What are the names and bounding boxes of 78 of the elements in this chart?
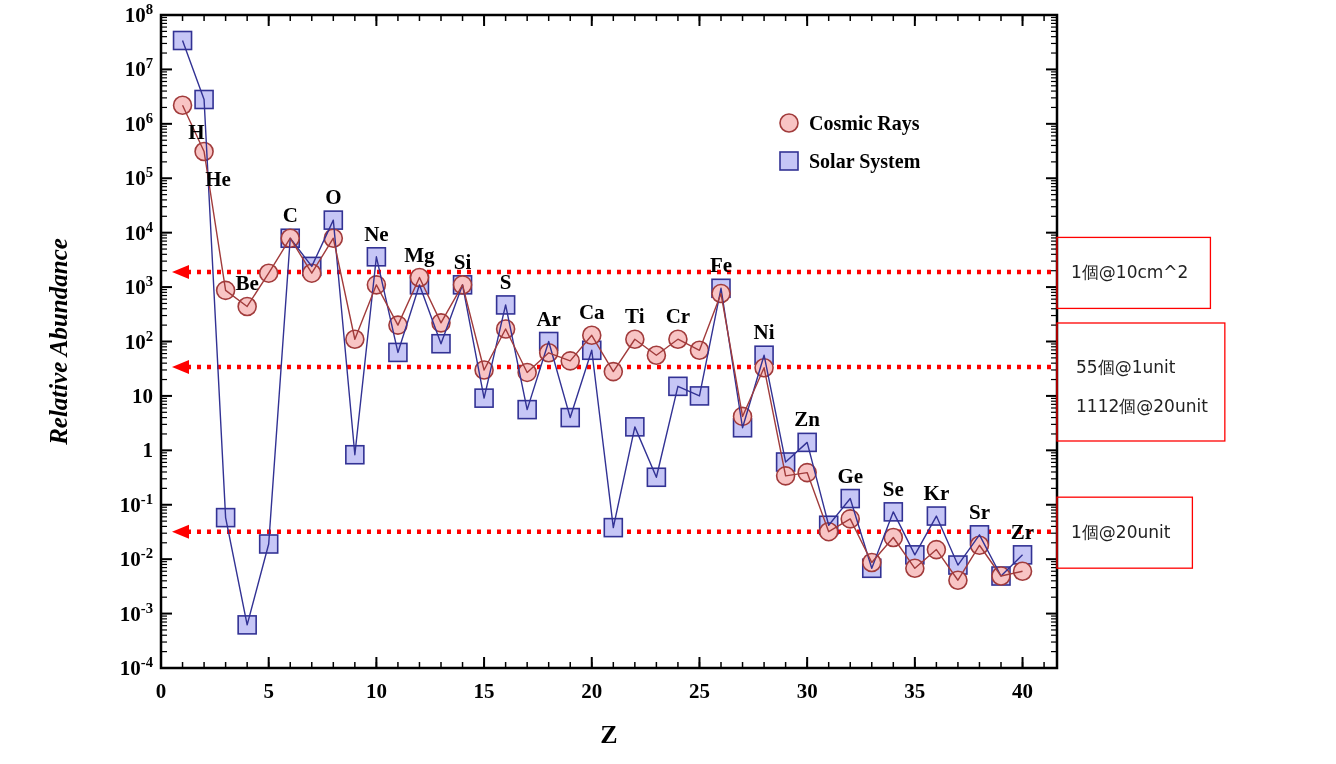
point bbox=[625, 329, 645, 350]
point bbox=[689, 386, 710, 406]
annotation: Fe bbox=[709, 253, 733, 278]
x-tick-label: 0 bbox=[155, 679, 167, 703]
y-tick-label: 10$^{4}$ bbox=[124, 218, 154, 245]
point bbox=[668, 376, 688, 397]
x-tick-label: 40 bbox=[1012, 679, 1034, 703]
annotation: Ni bbox=[753, 320, 775, 345]
ref-line-label: 1個@10cm^2 bbox=[1071, 261, 1189, 282]
point bbox=[258, 263, 279, 283]
point bbox=[517, 399, 537, 420]
y-tick-label: 10$^{7}$ bbox=[124, 55, 153, 82]
point bbox=[646, 345, 667, 365]
annotation: O bbox=[325, 185, 342, 210]
point bbox=[215, 280, 236, 301]
x-tick-label: 20 bbox=[581, 679, 603, 703]
point bbox=[797, 432, 817, 453]
y-axis-title: Relative Abundance bbox=[45, 238, 72, 446]
y-tick-label: 10$^{3}$ bbox=[124, 273, 153, 300]
x-tick-label: 15 bbox=[473, 679, 495, 703]
point bbox=[366, 247, 387, 267]
y-tick-label: 10$^{6}$ bbox=[124, 109, 153, 136]
legend-label: Cosmic Rays bbox=[809, 112, 920, 135]
point bbox=[323, 210, 344, 230]
point bbox=[237, 615, 257, 635]
point bbox=[345, 329, 365, 350]
point bbox=[840, 488, 861, 509]
x-tick-label: 10 bbox=[365, 679, 387, 703]
point bbox=[926, 506, 947, 526]
x-tick-label: 30 bbox=[796, 679, 818, 703]
x-tick-label: 35 bbox=[904, 679, 926, 703]
annotation: Si bbox=[453, 249, 472, 274]
point bbox=[258, 534, 279, 554]
point bbox=[474, 388, 494, 408]
annotation: Be bbox=[235, 271, 259, 296]
annotation: Cr bbox=[665, 304, 691, 329]
annotation: Zn bbox=[794, 407, 821, 432]
point bbox=[560, 407, 581, 428]
y-tick-label: 1 bbox=[142, 438, 153, 463]
y-tick-label: 10$^{5}$ bbox=[124, 164, 153, 191]
point bbox=[883, 502, 904, 522]
legend-label: Solar System bbox=[809, 150, 921, 173]
x-axis-title: Z bbox=[600, 720, 618, 749]
point bbox=[431, 333, 451, 354]
annotation: Ne bbox=[364, 221, 389, 246]
annotation: S bbox=[499, 269, 512, 294]
y-tick-label: 10$^{-4}$ bbox=[119, 654, 154, 680]
point bbox=[194, 89, 214, 110]
annotation: Se bbox=[882, 476, 904, 501]
annotation: C bbox=[282, 203, 298, 228]
y-tick-label: 10$^{-3}$ bbox=[119, 599, 153, 626]
x-tick-label: 25 bbox=[688, 679, 710, 703]
point bbox=[172, 30, 193, 51]
y-tick-label: 10$^{8}$ bbox=[124, 1, 153, 27]
y-tick-label: 10$^{-2}$ bbox=[119, 545, 153, 572]
point bbox=[172, 95, 193, 115]
annotation: Zr bbox=[1010, 519, 1035, 544]
annotation: Mg bbox=[404, 242, 436, 267]
ref-line-label: 1個@20unit bbox=[1071, 521, 1171, 542]
y-tick-label: 10 bbox=[132, 383, 153, 408]
point bbox=[388, 342, 408, 363]
annotation: Kr bbox=[923, 481, 950, 506]
annotation: Ti bbox=[625, 304, 645, 329]
point bbox=[625, 417, 645, 437]
point bbox=[560, 351, 581, 371]
point bbox=[668, 329, 688, 350]
annotation: Sr bbox=[968, 499, 990, 524]
ref-line-label: 55個@1unit 1112個@20unit bbox=[1076, 357, 1209, 416]
annotation: Ge bbox=[837, 463, 864, 488]
point bbox=[1012, 561, 1033, 582]
point bbox=[495, 295, 516, 315]
annotation: Ca bbox=[578, 300, 606, 325]
y-tick-label: 10$^{2}$ bbox=[124, 327, 153, 354]
annotation: Ar bbox=[536, 306, 561, 331]
y-tick-label: 10$^{-1}$ bbox=[119, 490, 153, 517]
point bbox=[646, 467, 667, 488]
point bbox=[345, 444, 365, 465]
x-tick-label: 5 bbox=[263, 679, 274, 703]
